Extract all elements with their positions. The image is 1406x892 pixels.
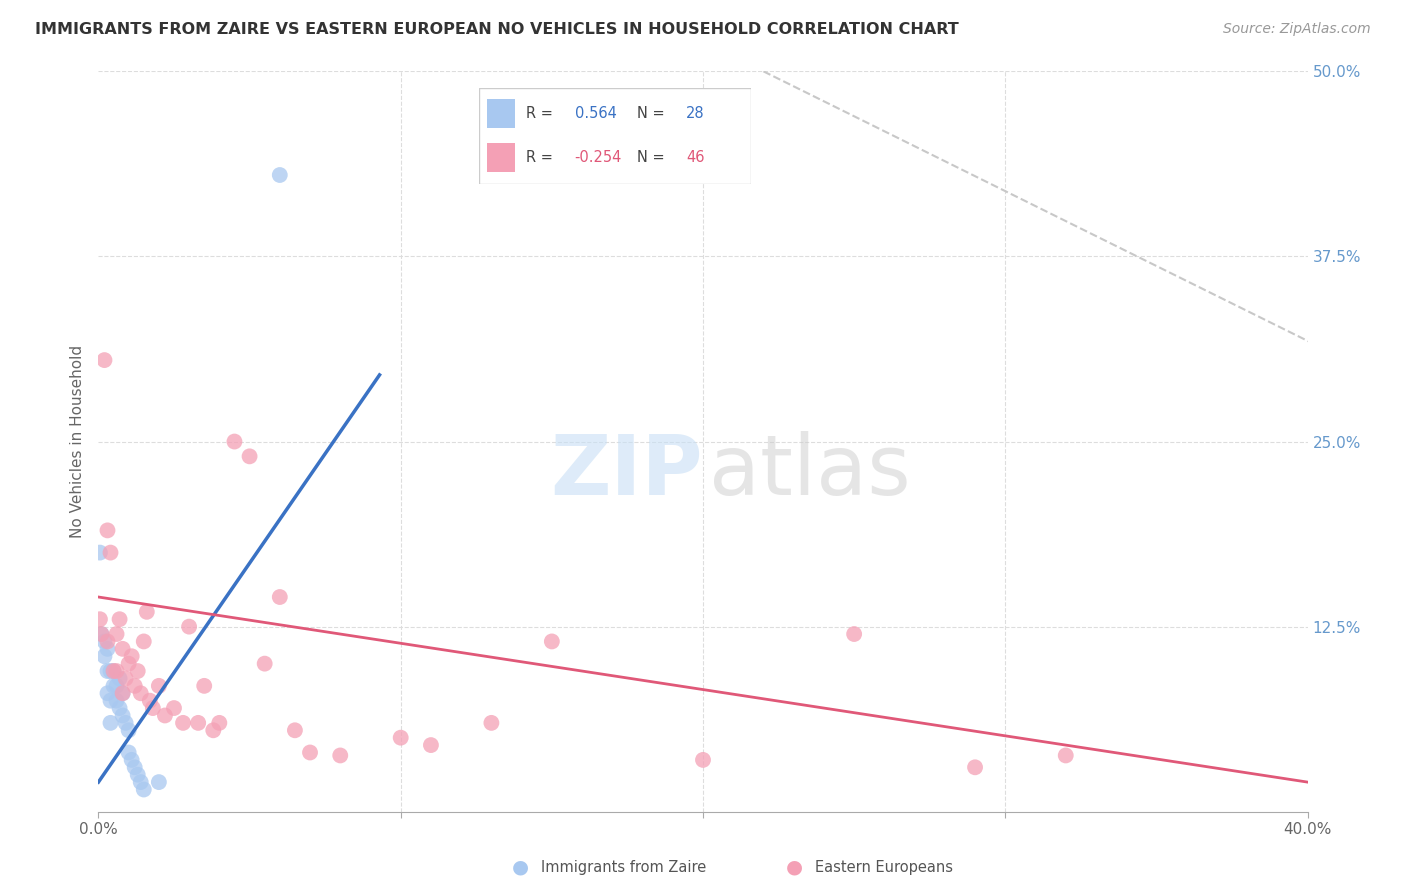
Point: [103, 664, 125, 678]
Point: [269, 168, 291, 182]
Point: [118, 657, 141, 671]
Point: [202, 723, 225, 738]
Point: [127, 664, 149, 678]
Point: [100, 694, 122, 708]
Point: [135, 605, 157, 619]
Point: [89, 546, 111, 560]
Text: Eastern Europeans: Eastern Europeans: [815, 860, 953, 874]
Point: [420, 738, 443, 752]
Point: [93, 634, 115, 648]
Point: [129, 775, 152, 789]
Point: [118, 746, 141, 760]
Point: [111, 686, 134, 700]
Point: [329, 748, 352, 763]
Point: [299, 746, 322, 760]
Point: [100, 664, 122, 678]
Point: [89, 612, 111, 626]
Point: [132, 782, 155, 797]
Point: [96, 686, 118, 700]
Point: [90, 627, 112, 641]
Point: [844, 627, 866, 641]
Point: [389, 731, 412, 745]
Point: [540, 634, 562, 648]
Point: [100, 546, 122, 560]
Point: [239, 450, 262, 464]
Point: [96, 641, 118, 656]
Point: [90, 627, 112, 641]
Point: [179, 619, 201, 633]
Point: [103, 664, 125, 678]
Point: [193, 679, 215, 693]
Point: [105, 694, 128, 708]
Point: [224, 434, 246, 449]
Point: [108, 612, 131, 626]
Point: [187, 715, 209, 730]
Point: [108, 701, 131, 715]
Point: [121, 649, 143, 664]
Point: [96, 634, 118, 648]
Point: [965, 760, 987, 774]
Point: [172, 715, 194, 730]
Text: atlas: atlas: [709, 431, 911, 512]
Point: [118, 723, 141, 738]
Point: [163, 701, 186, 715]
Point: [114, 715, 136, 730]
Point: [93, 353, 115, 368]
Point: [129, 686, 152, 700]
Point: [132, 634, 155, 648]
Point: [208, 715, 231, 730]
Point: [284, 723, 307, 738]
Point: [124, 679, 146, 693]
Point: [692, 753, 714, 767]
Point: [105, 627, 128, 641]
Point: [481, 715, 503, 730]
Point: [139, 694, 162, 708]
Point: [108, 672, 131, 686]
Point: [153, 708, 176, 723]
Point: [124, 760, 146, 774]
Point: [1054, 748, 1077, 763]
Text: ●: ●: [786, 857, 803, 877]
Text: ZIP: ZIP: [551, 431, 703, 512]
Point: [105, 679, 128, 693]
Text: Source: ZipAtlas.com: Source: ZipAtlas.com: [1223, 22, 1371, 37]
Point: [148, 775, 170, 789]
Point: [105, 664, 128, 678]
Text: ●: ●: [512, 857, 529, 877]
Point: [142, 701, 165, 715]
Point: [111, 641, 134, 656]
Point: [269, 590, 291, 604]
Point: [121, 753, 143, 767]
Point: [111, 708, 134, 723]
Text: IMMIGRANTS FROM ZAIRE VS EASTERN EUROPEAN NO VEHICLES IN HOUSEHOLD CORRELATION C: IMMIGRANTS FROM ZAIRE VS EASTERN EUROPEA…: [35, 22, 959, 37]
Point: [103, 679, 125, 693]
Point: [148, 679, 170, 693]
Point: [93, 649, 115, 664]
Text: Immigrants from Zaire: Immigrants from Zaire: [541, 860, 707, 874]
Point: [100, 715, 122, 730]
Y-axis label: No Vehicles in Household: No Vehicles in Household: [70, 345, 86, 538]
Point: [127, 767, 149, 781]
Point: [111, 686, 134, 700]
Point: [253, 657, 276, 671]
Point: [114, 672, 136, 686]
Point: [96, 664, 118, 678]
Point: [96, 524, 118, 538]
